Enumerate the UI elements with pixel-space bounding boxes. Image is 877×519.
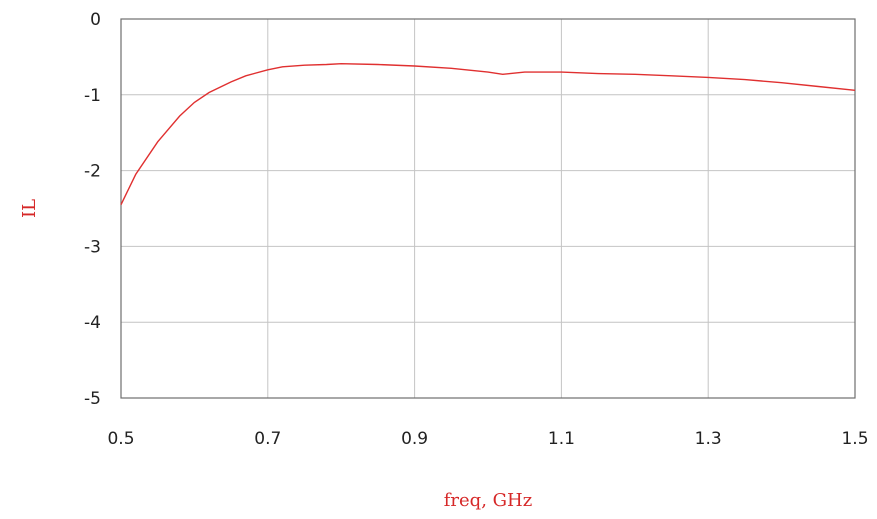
x-tick-label: 0.5: [107, 429, 134, 449]
x-tick-label: 0.7: [254, 429, 281, 449]
tick-labels: 0.5 0.7 0.9 1.1 1.3 1.5 0 -1 -2 -3 -4 -5: [84, 10, 868, 449]
il-series-line: [120, 62, 856, 206]
y-tick-label: -4: [84, 313, 101, 333]
x-axis-label: freq, GHz: [444, 490, 532, 511]
y-tick-label: -2: [84, 162, 101, 182]
x-tick-label: 1.3: [695, 429, 722, 449]
grid-lines: [120, 18, 856, 399]
y-axis-label: IL: [19, 199, 40, 218]
plot-frame: [120, 18, 856, 399]
x-tick-label: 1.5: [841, 429, 868, 449]
y-tick-label: 0: [90, 10, 101, 30]
y-tick-label: -5: [84, 389, 101, 409]
y-tick-label: -3: [84, 237, 101, 257]
x-tick-label: 0.9: [401, 429, 428, 449]
y-tick-label: -1: [84, 86, 101, 106]
x-tick-label: 1.1: [548, 429, 575, 449]
